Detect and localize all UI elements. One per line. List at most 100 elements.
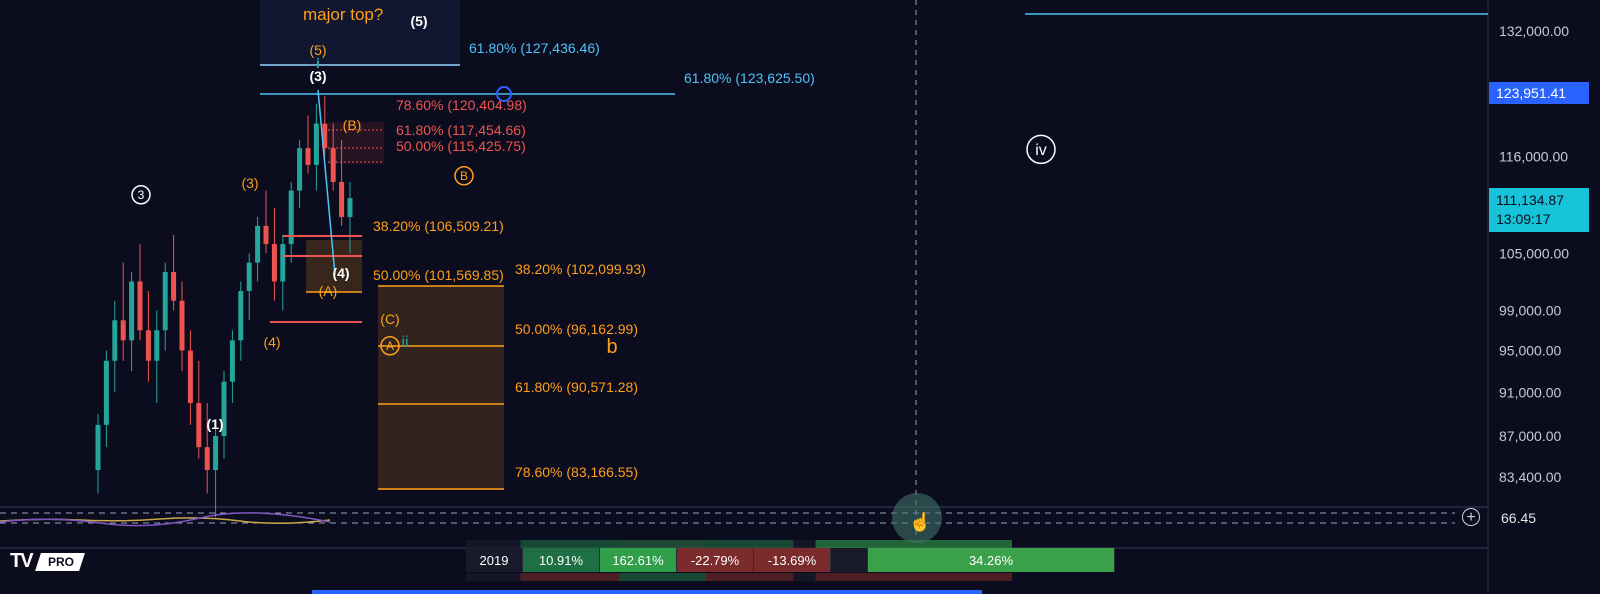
candle-body (280, 244, 286, 282)
fib-level-label: 61.80% (90,571.28) (515, 379, 638, 395)
wave-label: (5) (309, 42, 326, 58)
candle-body (322, 123, 328, 149)
wave-5-target-box (260, 0, 460, 66)
candle-body (171, 271, 177, 301)
candle-body (263, 225, 269, 245)
wave-label-circle (454, 166, 474, 186)
rsi-line (0, 512, 331, 527)
candle-body (288, 190, 294, 245)
wave-label: b (606, 336, 617, 358)
candle-body (112, 320, 118, 361)
candle-body (330, 148, 336, 182)
wave-label: (3) (241, 175, 258, 191)
wave-label: A (386, 339, 394, 353)
wave-label: (4) (263, 334, 280, 350)
candle-body (213, 435, 219, 471)
candle-body (229, 340, 235, 382)
candle-body (103, 360, 109, 425)
wave-label: i (316, 55, 320, 71)
wave-label: ii (401, 334, 408, 351)
fib-level-label: 50.00% (101,569.85) (373, 267, 504, 283)
table-cell-year: 2019 (466, 548, 523, 572)
add-indicator-icon[interactable]: + (1462, 508, 1480, 526)
price-axis-tick-label: 116,000.00 (1499, 149, 1568, 165)
fib-level-label: 50.00% (96,162.99) (515, 321, 638, 337)
table-cell: 162.61% (599, 548, 677, 572)
wave-label: (3) (309, 68, 326, 84)
candle-body (187, 350, 193, 404)
candle-body (95, 424, 101, 471)
candle-body (347, 198, 353, 217)
hand-cursor-icon: ☝ (909, 512, 932, 532)
candle-body (246, 262, 252, 292)
candle-body (137, 281, 143, 331)
candle-body (271, 244, 277, 282)
wave-label: iv (1035, 142, 1047, 159)
last-price-tag: 111,134.87 13:09:17 (1489, 188, 1589, 232)
table-cell-total: 34.26% (867, 548, 1115, 572)
wave-label-circle (131, 185, 151, 205)
table-row: 2019 10.91% 162.61% -22.79% -13.69% 34.2… (466, 548, 1115, 572)
candle-body (179, 300, 185, 351)
table-cell: -22.79% (676, 548, 754, 572)
price-axis-tick-label: 87,000.00 (1499, 428, 1561, 444)
wave-label-circle (1026, 134, 1056, 165)
tradingview-logo: TV PRO (10, 550, 85, 573)
price-axis-tick-label: 91,000.00 (1499, 384, 1561, 400)
wave-label: (4) (332, 265, 349, 281)
fib-level-label: 78.60% (83,166.55) (515, 464, 638, 480)
wave-b-zone-box (328, 122, 384, 164)
last-price-value: 111,134.87 (1496, 192, 1564, 208)
price-axis-tick-label: 99,000.00 (1499, 302, 1561, 318)
candle-body (204, 447, 210, 471)
crosshair-cursor-highlight (892, 493, 942, 543)
candle-body (196, 403, 202, 448)
price-axis-tick-label: 95,000.00 (1499, 343, 1561, 359)
fib-level-label: 38.20% (106,509.21) (373, 218, 504, 234)
table-cell: 10.91% (522, 548, 600, 572)
candle-body (297, 148, 303, 191)
table-cell-gap (830, 548, 868, 572)
candle-body (120, 320, 126, 341)
candle-body (313, 123, 319, 165)
seasonal-row-partial-top (466, 540, 1012, 548)
wave-label: (C) (380, 311, 399, 327)
major-top-annotation: major top? (303, 5, 383, 24)
wave-label: (A) (319, 283, 338, 299)
table-cell: -13.69% (753, 548, 831, 572)
wave-4-path (317, 89, 336, 276)
candle-body (255, 225, 261, 263)
candle-body (305, 148, 311, 165)
wave-label: (5) (410, 13, 427, 29)
candle-body (221, 381, 227, 436)
candle-body (154, 330, 160, 361)
fib-level-label: 50.00% (115,425.75) (396, 138, 526, 154)
candle-body (238, 291, 244, 341)
wave-label: 3 (138, 188, 145, 202)
candle-body (162, 271, 168, 331)
seasonal-table: 2019 10.91% 162.61% -22.79% -13.69% 34.2… (466, 548, 1115, 572)
wave-label: B (460, 169, 468, 183)
fib-anchor-handle (496, 86, 512, 102)
fib-level-label: 61.80% (117,454.66) (396, 122, 526, 138)
candle-body (145, 330, 151, 361)
fib-level-label: 78.60% (120,404.98) (396, 97, 527, 113)
candle-body (129, 281, 135, 341)
tv-logo-icon: TV (10, 550, 34, 572)
fib-level-label: 38.20% (102,099.93) (515, 261, 646, 277)
high-price-tag: 123,951.41 (1489, 82, 1589, 104)
bar-countdown: 13:09:17 (1496, 211, 1551, 227)
seasonal-row-partial-bottom (466, 573, 1012, 581)
scroll-indicator[interactable] (312, 590, 982, 594)
wave-label-circle (380, 336, 400, 356)
fib-level-label: 61.80% (127,436.46) (469, 40, 600, 56)
rsi-value-tag: 66.45 (1501, 510, 1537, 526)
fib-level-label: 61.80% (123,625.50) (684, 70, 815, 86)
pro-badge: PRO (34, 552, 85, 571)
candle-body (339, 181, 345, 217)
wave-label: (B) (343, 117, 362, 133)
fib-retracement-box (378, 286, 504, 490)
price-axis-tick-label: 83,400.00 (1499, 469, 1561, 485)
